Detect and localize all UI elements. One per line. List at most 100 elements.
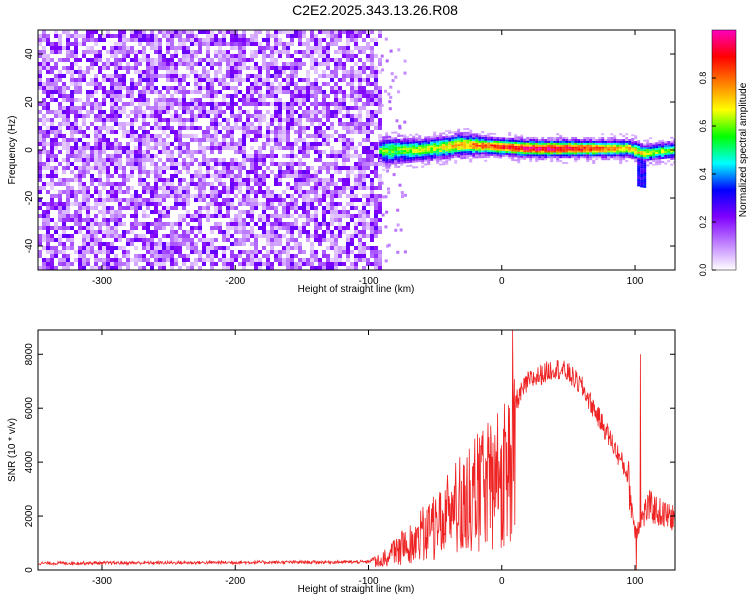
- spectrogram-cell: [258, 146, 262, 150]
- spectrogram-cell: [661, 157, 665, 159]
- spectrogram-cell: [226, 118, 230, 122]
- spectrogram-cell: [338, 258, 342, 262]
- spectrogram-cell: [571, 140, 575, 143]
- spectrogram-cell: [508, 153, 512, 156]
- spectrogram-cell: [166, 154, 170, 158]
- spectrogram-cell: [595, 142, 599, 145]
- spectrogram-cell: [114, 154, 118, 158]
- spectrogram-cell: [126, 154, 130, 158]
- spectrogram-cell: [619, 139, 623, 141]
- spectrogram-cell: [354, 254, 358, 258]
- spectrogram-cell: [82, 102, 86, 106]
- spectrogram-cell: [318, 222, 322, 226]
- spectrogram-cell: [70, 110, 74, 114]
- spectrogram-cell: [631, 157, 635, 160]
- spectrogram-cell: [138, 102, 142, 106]
- spectrogram-cell: [607, 158, 611, 161]
- spectrogram-cell: [98, 150, 102, 154]
- spectrogram-cell: [499, 156, 503, 159]
- spectrogram-cell: [98, 266, 102, 270]
- spectrogram-cell: [150, 234, 154, 238]
- spectrogram-cell: [242, 98, 246, 102]
- spectrogram-cell: [481, 131, 485, 134]
- spectrogram-cell: [258, 162, 262, 166]
- spectrogram-cell: [186, 254, 190, 258]
- spectrogram-cell: [162, 262, 166, 266]
- spectrogram-cell: [652, 148, 656, 151]
- spectrogram-cell: [397, 48, 401, 52]
- spectrogram-cell: [529, 144, 533, 147]
- spectrogram-cell: [490, 136, 494, 139]
- spectrogram-cell: [114, 50, 118, 54]
- spectrogram-cell: [214, 250, 218, 254]
- spectrogram-cell: [278, 194, 282, 198]
- spectrogram-cell: [514, 140, 518, 142]
- spectrogram-cell: [415, 147, 419, 149]
- spectrogram-cell: [222, 102, 226, 106]
- spectrogram-cell: [106, 246, 110, 250]
- spectrogram-cell: [70, 78, 74, 82]
- spectrogram-cell: [448, 143, 452, 146]
- spectrogram-cell: [230, 162, 234, 166]
- spectrogram-cell: [90, 266, 94, 270]
- spectrogram-cell: [70, 226, 74, 230]
- spectrogram-cell: [553, 150, 557, 153]
- spectrogram-cell: [74, 174, 78, 178]
- spectrogram-cell: [302, 130, 306, 134]
- spectrogram-cell: [445, 137, 449, 140]
- spectrogram-cell: [194, 102, 198, 106]
- spectrogram-cell: [314, 34, 318, 38]
- spectrogram-cell: [114, 158, 118, 162]
- spectrogram-cell: [386, 169, 389, 173]
- spectrogram-cell: [529, 160, 533, 163]
- spectrogram-cell: [154, 210, 158, 214]
- spectrogram-cell: [226, 70, 230, 74]
- spectrogram-cell: [90, 110, 94, 114]
- spectrogram-cell: [178, 222, 182, 226]
- spectrogram-cell: [214, 74, 218, 78]
- spectrogram-cell: [326, 30, 330, 34]
- spectrogram-cell: [406, 151, 410, 154]
- spectrogram-cell: [655, 144, 659, 147]
- spectrogram-cell: [134, 134, 138, 138]
- spectrogram-cell: [74, 114, 78, 118]
- spectrogram-cell: [370, 178, 374, 182]
- spectrogram-cell: [254, 174, 258, 178]
- spectrogram-cell: [493, 150, 497, 153]
- spectrogram-cell: [350, 94, 354, 98]
- spectrogram-cell: [266, 190, 270, 194]
- spectrogram-cell: [186, 238, 190, 242]
- spectrogram-cell: [334, 82, 338, 86]
- spectrogram-cell: [110, 206, 114, 210]
- spectrogram-cell: [381, 68, 385, 72]
- spectrogram-cell: [366, 122, 370, 126]
- spectrogram-cell: [50, 258, 54, 262]
- spectrogram-cell: [306, 86, 310, 90]
- spectrogram-cell: [238, 54, 242, 58]
- spectrogram-cell: [54, 134, 58, 138]
- spectrogram-cell: [86, 242, 90, 246]
- spectrogram-cell: [114, 130, 118, 134]
- spectrogram-cell: [354, 86, 358, 90]
- spectrogram-cell: [318, 102, 322, 106]
- spectrogram-cell: [250, 202, 254, 206]
- spectrogram-cell: [366, 102, 370, 106]
- spectrogram-cell: [362, 126, 366, 130]
- spectrogram-cell: [418, 146, 422, 149]
- spectrogram-cell: [469, 152, 473, 155]
- spectrogram-cell: [322, 98, 326, 102]
- spectrogram-cell: [74, 122, 78, 126]
- spectrogram-cell: [226, 74, 230, 78]
- spectrogram-cell: [134, 70, 138, 74]
- spectrogram-cell: [98, 134, 102, 138]
- spectrogram-cell: [625, 152, 629, 155]
- spectrogram-cell: [484, 159, 488, 162]
- spectrogram-cell: [106, 62, 110, 66]
- spectrogram-cell: [457, 136, 461, 139]
- spectrogram-cell: [338, 90, 342, 94]
- spectrogram-cell: [150, 70, 154, 74]
- spectrogram-cell: [463, 156, 467, 159]
- spectrogram-cell: [266, 234, 270, 238]
- spectrogram-cell: [214, 210, 218, 214]
- spectrogram-cell: [246, 38, 250, 42]
